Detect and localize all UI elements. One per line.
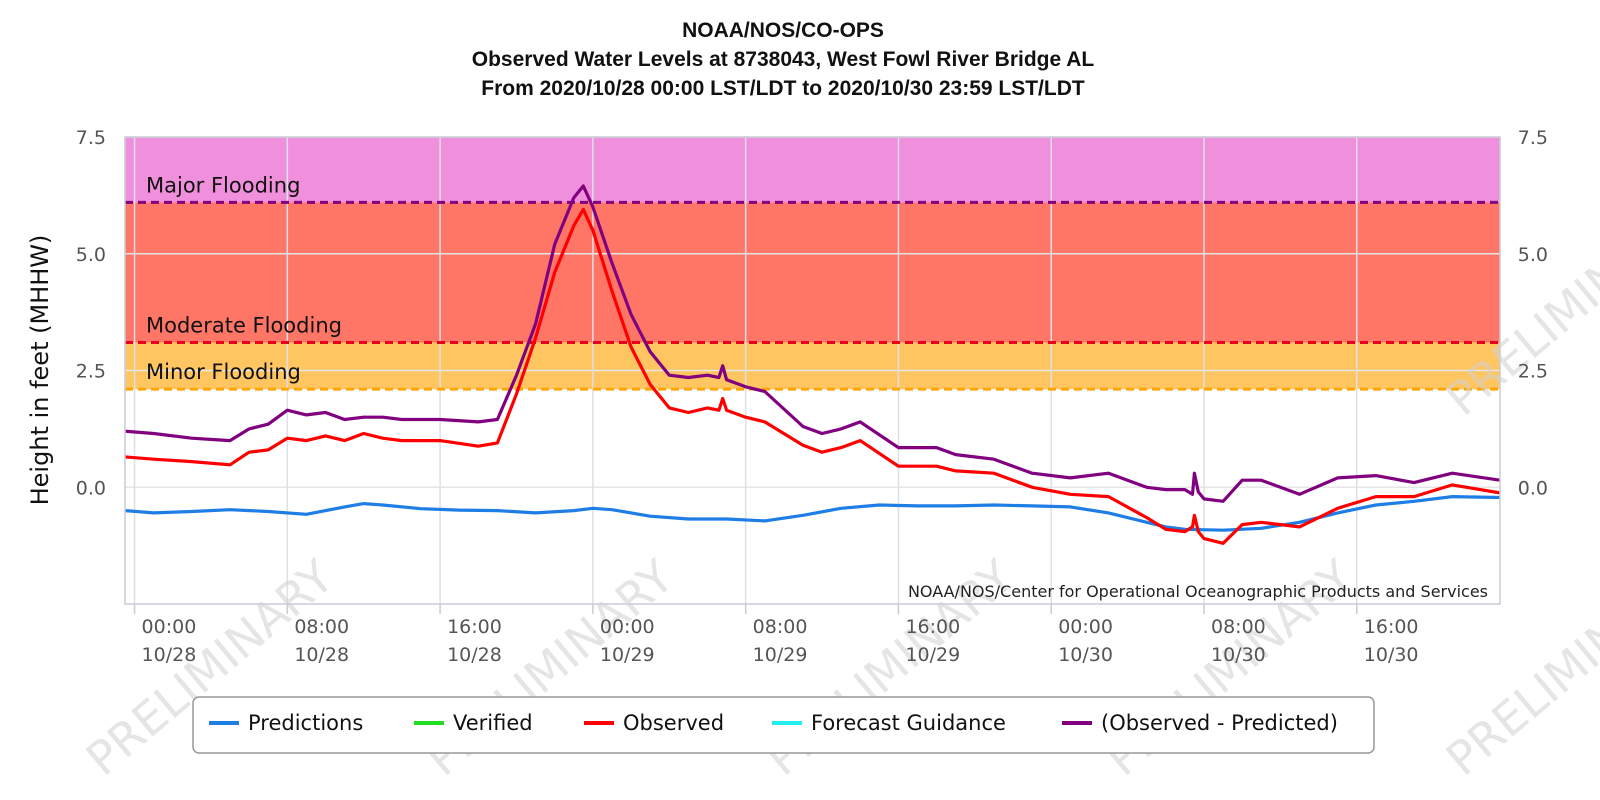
band-moderate-flooding — [125, 202, 1500, 343]
axis-labels: 7.5 7.5 5.0 5.0 2.5 2.5 0.0 0.0 00:00 10/28 08:00 1… — [76, 127, 1548, 666]
chart-subtitle-station: Observed Water Levels at 8738043, West F… — [472, 48, 1095, 71]
x-tick-label-time: 00:00 — [1058, 616, 1113, 638]
x-tick-label-time: 16:00 — [1364, 616, 1419, 638]
y-axis-title: Height in feet (MHHW) — [26, 235, 54, 506]
x-tick-label-date: 10/28 — [142, 644, 197, 666]
y-tick-label-left: 2.5 — [76, 361, 106, 383]
x-tick-label-time: 08:00 — [1211, 616, 1266, 638]
legend-item-forecast-guidance[interactable]: Forecast Guidance — [772, 711, 1006, 735]
band-minor-flooding — [125, 342, 1500, 390]
x-tick-label-date: 10/30 — [1364, 644, 1419, 666]
y-tick-label-right: 2.5 — [1518, 361, 1548, 383]
y-tick-label-left: 0.0 — [76, 477, 106, 499]
x-tick-label-date: 10/29 — [905, 644, 960, 666]
legend-item-predictions[interactable]: Predictions — [209, 711, 363, 735]
series-layer — [125, 184, 1500, 545]
legend-item-observed-minus-predicted[interactable]: (Observed - Predicted) — [1062, 711, 1338, 735]
x-tick-label-time: 16:00 — [447, 616, 502, 638]
series-line-observed — [125, 207, 1500, 545]
x-tick-label-time: 16:00 — [905, 616, 960, 638]
threshold-label-minor-flooding: Minor Flooding — [146, 360, 301, 384]
y-tick-label-right: 5.0 — [1518, 244, 1548, 266]
y-tick-label-left: 7.5 — [76, 127, 106, 149]
flood-bands — [125, 137, 1500, 390]
credit-text: NOAA/NOS/Center for Operational Oceanogr… — [908, 582, 1488, 601]
x-tick-label-date: 10/28 — [294, 644, 349, 666]
chart-title: NOAA/NOS/CO-OPS — [682, 19, 884, 42]
flood-threshold-lines: Major Flooding Moderate Flooding Minor Flo… — [125, 173, 1500, 391]
threshold-label-moderate-flooding: Moderate Flooding — [146, 313, 342, 337]
x-tick-label-time: 08:00 — [294, 616, 349, 638]
plot-border — [124, 136, 1501, 605]
x-tick-label-date: 10/29 — [600, 644, 655, 666]
x-tick-label-time: 08:00 — [753, 616, 808, 638]
band-major-flooding — [125, 137, 1500, 203]
x-tick-label-time: 00:00 — [600, 616, 655, 638]
legend-label-observed-minus-predicted: (Observed - Predicted) — [1101, 711, 1338, 735]
series-line-observed-predicted — [125, 184, 1500, 503]
chart-subtitle-range: From 2020/10/28 00:00 LST/LDT to 2020/10… — [481, 77, 1085, 100]
legend-label-predictions: Predictions — [248, 711, 363, 735]
legend-label-verified: Verified — [453, 711, 533, 735]
x-tick-label-time: 00:00 — [142, 616, 197, 638]
legend-item-verified[interactable]: Verified — [414, 711, 533, 735]
y-tick-label-right: 7.5 — [1518, 127, 1548, 149]
x-tick-label-date: 10/30 — [1211, 644, 1266, 666]
x-tick-label-date: 10/29 — [753, 644, 808, 666]
y-tick-label-left: 5.0 — [76, 244, 106, 266]
legend-item-observed[interactable]: Observed — [584, 711, 724, 735]
legend-label-forecast-guidance: Forecast Guidance — [811, 711, 1006, 735]
legend-label-observed: Observed — [623, 711, 724, 735]
y-tick-label-right: 0.0 — [1518, 477, 1548, 499]
legend: Predictions Verified Observed Forecast G… — [192, 696, 1375, 754]
x-tick-label-date: 10/30 — [1058, 644, 1113, 666]
series-line-predictions — [125, 495, 1500, 532]
threshold-label-major-flooding: Major Flooding — [146, 173, 300, 197]
x-tick-label-date: 10/28 — [447, 644, 502, 666]
